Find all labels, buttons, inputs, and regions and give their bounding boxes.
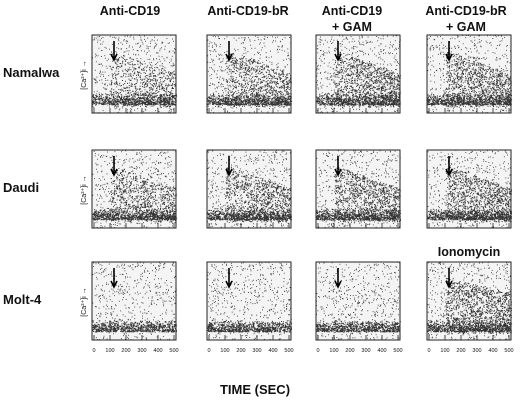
x-tick-label: 500: [393, 348, 402, 354]
dots: [427, 34, 513, 114]
ionomycin-label: Ionomycin: [438, 245, 501, 259]
column-header: + GAM: [446, 20, 486, 34]
stimulus-arrow: [445, 41, 453, 62]
x-tick-label: 400: [153, 348, 162, 354]
dots: [427, 149, 512, 229]
x-tick-label: 300: [137, 348, 146, 354]
x-tick-label: 100: [105, 348, 114, 354]
dots: [92, 261, 177, 341]
x-tick-label: 0: [207, 348, 210, 354]
x-tick-label: 100: [440, 348, 449, 354]
stimulus-arrow: [225, 268, 233, 289]
stimulus-arrow: [110, 268, 118, 289]
x-tick-label: 400: [268, 348, 277, 354]
stimulus-arrow: [334, 41, 342, 62]
dot-plot: [206, 34, 293, 114]
column-header: Anti-CD19: [100, 4, 160, 18]
dot-plot: 0 100 200 300 400 500 [Ca²⁺]i →: [81, 261, 179, 354]
dots: [92, 149, 178, 229]
dot-plot: 0 100 200 300 400 500: [206, 261, 294, 354]
x-tick-label: 400: [488, 348, 497, 354]
dot-plot: [Ca²⁺]i →: [81, 34, 177, 114]
x-tick-label: 0: [427, 348, 430, 354]
x-tick-label: 0: [316, 348, 319, 354]
dot-plot: 0 100 200 300 400 500: [426, 261, 514, 354]
stimulus-arrow: [225, 156, 233, 177]
stimulus-arrow: [334, 156, 342, 177]
dot-plot: [Ca²⁺]i →: [81, 149, 178, 229]
dot-plot: 0 100 200 300 400 500: [315, 261, 403, 354]
x-tick-label: 500: [169, 348, 178, 354]
x-tick-label: 200: [236, 348, 245, 354]
x-tick-label: 200: [456, 348, 465, 354]
x-tick-label: 200: [121, 348, 130, 354]
stimulus-arrow: [445, 268, 453, 289]
dot-plot: [206, 149, 292, 229]
x-tick-label: 300: [472, 348, 481, 354]
x-tick-label: 300: [361, 348, 370, 354]
dots: [427, 261, 513, 341]
stimulus-arrow: [334, 268, 342, 289]
y-axis-label: [Ca²⁺]i →: [81, 175, 88, 204]
dot-plot: [426, 34, 513, 114]
x-tick-label: 300: [252, 348, 261, 354]
column-header: Anti-CD19: [322, 4, 382, 18]
dots: [316, 149, 401, 229]
y-axis-label: [Ca²⁺]i →: [81, 60, 88, 89]
x-tick-label: 0: [92, 348, 95, 354]
x-tick-label: 400: [377, 348, 386, 354]
dots: [316, 261, 401, 341]
y-axis-label: [Ca²⁺]i →: [81, 287, 88, 316]
row-label: Daudi: [3, 180, 39, 195]
stimulus-arrow: [110, 41, 118, 62]
x-tick-label: 500: [284, 348, 293, 354]
dots: [207, 262, 293, 341]
x-tick-label: 500: [504, 348, 513, 354]
column-header: Anti-CD19-bR: [207, 4, 288, 18]
dot-plot: [426, 149, 512, 229]
column-header: + GAM: [332, 20, 372, 34]
row-label: Molt-4: [3, 292, 42, 307]
dot-plot: [315, 149, 401, 229]
stimulus-arrow: [110, 156, 118, 177]
x-axis-label: TIME (SEC): [220, 382, 290, 397]
dots: [207, 149, 292, 229]
x-tick-label: 100: [220, 348, 229, 354]
dot-plot: [315, 34, 401, 114]
stimulus-arrow: [445, 156, 453, 177]
row-label: Namalwa: [3, 65, 60, 80]
stimulus-arrow: [225, 41, 233, 62]
dots: [92, 34, 177, 114]
column-header: Anti-CD19-bR: [425, 4, 506, 18]
x-tick-label: 100: [329, 348, 338, 354]
dots: [207, 34, 293, 114]
x-tick-label: 200: [345, 348, 354, 354]
dots: [316, 34, 401, 113]
